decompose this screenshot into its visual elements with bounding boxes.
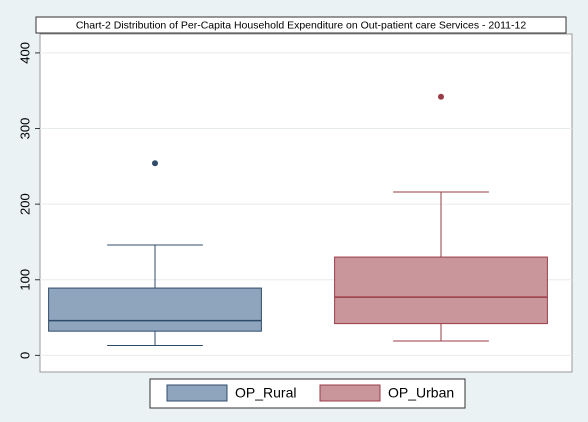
legend-label: OP_Rural [235, 385, 296, 401]
y-tick-label: 400 [17, 42, 32, 64]
legend-swatch [319, 384, 381, 402]
legend [149, 378, 466, 409]
legend-label: OP_Urban [388, 385, 454, 401]
outlier [152, 160, 158, 167]
title-box [35, 16, 567, 34]
y-tick-label: 300 [17, 118, 32, 140]
y-tick-label: 0 [17, 352, 32, 359]
y-tick-label: 100 [17, 269, 32, 291]
box [334, 256, 548, 325]
legend-swatch [166, 384, 228, 402]
chart-title: Chart-2 Distribution of Per-Capita House… [76, 19, 527, 31]
outlier [438, 93, 444, 100]
box [48, 287, 262, 332]
y-tick-label: 200 [17, 193, 32, 215]
